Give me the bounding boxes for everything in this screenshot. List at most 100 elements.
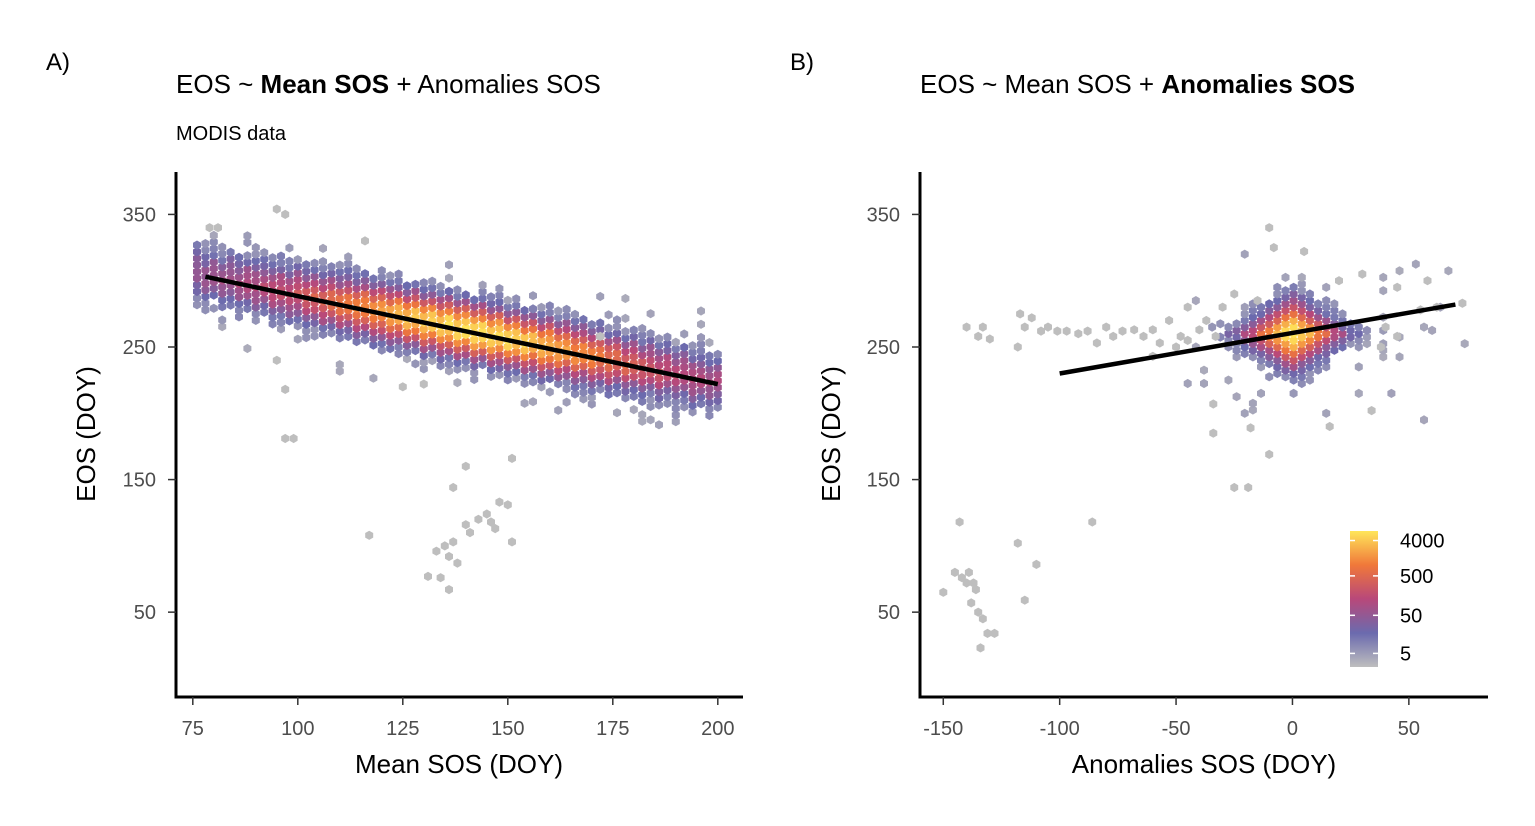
- hexbin-cell: [1305, 375, 1314, 385]
- hexbin-cell: [285, 283, 294, 293]
- hexbin-cell: [268, 266, 277, 276]
- hexbin-cell: [1248, 319, 1257, 329]
- hexbin-cell: [277, 324, 285, 334]
- hexbin-cell: [688, 367, 697, 377]
- hexbin-cell: [495, 290, 504, 300]
- hexbin-cell: [1322, 355, 1331, 365]
- outlier-point: [1102, 322, 1111, 332]
- hexbin-cell: [1297, 292, 1306, 302]
- hexbin-cell: [562, 337, 571, 348]
- hexbin-cell: [1289, 335, 1298, 345]
- hexbin-cell: [671, 344, 680, 354]
- outlier-point: [1458, 298, 1467, 308]
- hexbin-cell: [705, 338, 714, 348]
- hexbin-cell: [436, 288, 445, 298]
- hexbin-cell: [495, 370, 504, 380]
- hexbin-cell: [1346, 332, 1355, 342]
- hexbin-cell: [470, 315, 479, 325]
- hexbin-cell: [713, 402, 722, 412]
- hexbin-cell: [260, 254, 269, 264]
- outlier-point: [1253, 296, 1262, 306]
- hexbin-cell: [251, 276, 260, 286]
- hexbin-cell: [344, 312, 353, 322]
- hexbin-cell: [621, 393, 630, 403]
- hexbin-cell: [621, 340, 630, 350]
- hexbin-cell: [520, 325, 529, 335]
- hexbin-cell: [705, 371, 714, 381]
- hexbin-cell: [285, 263, 294, 273]
- outlier-point: [1335, 276, 1343, 286]
- hexbin-cell: [209, 237, 218, 247]
- outlier-point: [939, 587, 948, 597]
- legend-label: 4000: [1400, 531, 1445, 553]
- hexbin-cell: [1322, 408, 1331, 418]
- outlier-point: [1246, 423, 1255, 433]
- hexbin-cell: [1224, 322, 1233, 332]
- outlier-point: [365, 530, 374, 540]
- hexbin-cell: [445, 359, 453, 369]
- hexbin-cell: [638, 370, 647, 380]
- outlier-point: [474, 514, 483, 524]
- hexbin-cell: [529, 330, 537, 341]
- hexbin-cell: [243, 271, 252, 281]
- hexbin-cell: [386, 291, 395, 301]
- panel-b-tag: B): [790, 49, 814, 76]
- hexbin-cell: [1281, 352, 1290, 362]
- hexbin-cell: [201, 245, 210, 255]
- y-tick-label: 350: [123, 204, 156, 226]
- hexbin-cell: [235, 305, 243, 315]
- hexbin-cell: [604, 323, 613, 333]
- hexbin-cell: [1305, 309, 1314, 319]
- panel-a-title-part-1: EOS ~: [176, 69, 261, 99]
- x-tick-label: -100: [1040, 718, 1080, 740]
- hexbin-cell: [671, 397, 680, 407]
- hexbin-cell: [671, 384, 680, 394]
- hexbin-cell: [1338, 329, 1347, 339]
- hexbin-cell: [529, 350, 537, 360]
- hexbin-cell: [445, 333, 453, 343]
- hexbin-cell: [319, 263, 327, 273]
- hexbin-cell: [579, 334, 588, 344]
- hexbin-cell: [302, 333, 311, 343]
- hexbin-cell: [436, 334, 445, 344]
- hexbin-cell: [1200, 378, 1208, 389]
- hexbin-cell: [403, 354, 411, 364]
- hexbin-cell: [1338, 342, 1347, 352]
- hexbin-cell: [285, 303, 294, 313]
- hexbin-cell: [663, 345, 672, 355]
- outlier-point: [1148, 325, 1157, 335]
- hexbin-cell: [352, 323, 361, 333]
- outlier-point: [1109, 331, 1118, 341]
- hexbin-cell: [285, 296, 294, 306]
- hexbin-cell: [226, 254, 235, 264]
- hexbin-cell: [453, 305, 462, 315]
- hexbin-cell: [453, 351, 462, 361]
- hexbin-cell: [629, 352, 638, 362]
- hexbin-cell: [613, 328, 621, 338]
- y-tick-label: 50: [878, 602, 900, 624]
- outlier-point: [398, 382, 407, 392]
- hexbin-cell: [344, 252, 353, 262]
- hexbin-cell: [1305, 362, 1314, 372]
- hexbin-cell: [1281, 286, 1290, 296]
- hexbin-cell: [587, 339, 596, 350]
- hexbin-cell: [629, 338, 638, 348]
- hexbin-cell: [571, 362, 579, 373]
- hexbin-cell: [1387, 388, 1396, 398]
- outlier-point: [1300, 246, 1309, 257]
- hexbin-cell: [411, 359, 420, 369]
- hexbin-cell: [268, 299, 277, 309]
- hexbin-cell: [226, 287, 235, 297]
- outlier-point: [974, 331, 983, 341]
- hexbin-cell: [512, 373, 521, 383]
- hexbin-cell: [629, 391, 638, 401]
- hexbin-cell: [436, 328, 445, 338]
- hexbin-cell: [697, 319, 705, 329]
- panel-b-y-axis-title: EOS (DOY): [816, 366, 846, 502]
- hexbin-cell: [1265, 372, 1274, 382]
- hexbin-cell: [310, 278, 319, 288]
- hexbin-cell: [453, 344, 462, 354]
- panel-a-x-axis-title: Mean SOS (DOY): [355, 749, 563, 779]
- hexbin-cell: [495, 323, 504, 333]
